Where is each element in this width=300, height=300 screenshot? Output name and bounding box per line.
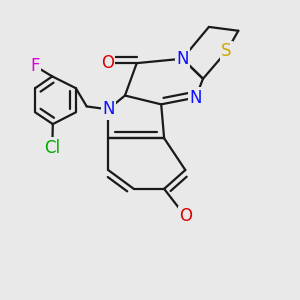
Text: N: N	[189, 88, 202, 106]
Text: S: S	[221, 42, 232, 60]
Text: O: O	[179, 207, 192, 225]
Text: N: N	[176, 50, 189, 68]
Text: O: O	[101, 54, 114, 72]
Text: F: F	[30, 57, 40, 75]
Text: Cl: Cl	[44, 139, 60, 157]
Text: N: N	[102, 100, 114, 118]
